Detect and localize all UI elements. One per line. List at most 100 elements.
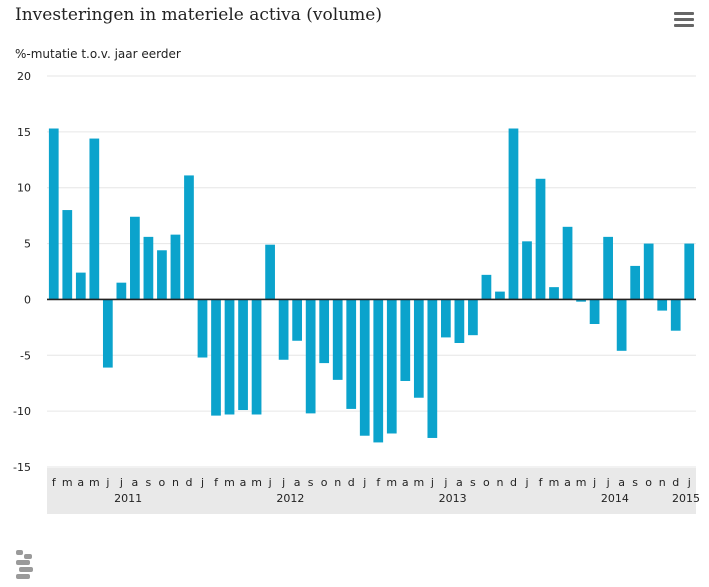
- x-year-label: 2014: [601, 492, 629, 505]
- x-tick-label: j: [592, 476, 596, 489]
- x-tick-label: d: [348, 476, 355, 489]
- bar: [292, 299, 303, 341]
- x-tick-label: n: [496, 476, 503, 489]
- bar: [508, 128, 519, 300]
- x-year-label: 2011: [114, 492, 142, 505]
- x-tick-label: m: [413, 476, 424, 489]
- bar: [251, 299, 262, 415]
- y-tick-label: -10: [13, 405, 31, 418]
- bar: [75, 272, 86, 300]
- bar: [116, 282, 127, 300]
- bar: [184, 175, 194, 300]
- bar: [630, 265, 641, 300]
- x-tick-label: s: [632, 476, 638, 489]
- x-tick-label: s: [146, 476, 152, 489]
- x-tick-label: j: [200, 476, 204, 489]
- bar: [89, 138, 100, 300]
- x-tick-label: o: [645, 476, 652, 489]
- x-tick-label: j: [687, 476, 691, 489]
- x-tick-label: a: [402, 476, 409, 489]
- x-tick-label: a: [132, 476, 139, 489]
- y-tick-label: 10: [17, 182, 31, 195]
- x-year-label: 2012: [276, 492, 304, 505]
- bar: [427, 299, 438, 438]
- x-tick-label: o: [483, 476, 490, 489]
- x-tick-label: j: [281, 476, 285, 489]
- x-tick-label: s: [470, 476, 476, 489]
- x-year-label: 2015: [672, 492, 700, 505]
- x-tick-label: m: [89, 476, 100, 489]
- x-tick-label: m: [62, 476, 73, 489]
- x-tick-label: j: [268, 476, 272, 489]
- bar: [143, 236, 154, 300]
- bar: [562, 226, 573, 300]
- x-tick-label: d: [510, 476, 517, 489]
- x-tick-label: a: [618, 476, 625, 489]
- bar: [413, 299, 424, 398]
- bar: [468, 299, 478, 336]
- bar: [102, 299, 113, 368]
- chart-title: Investeringen in materiele activa (volum…: [15, 5, 382, 25]
- bar: [400, 299, 411, 381]
- bar: [657, 299, 668, 311]
- x-tick-label: m: [224, 476, 235, 489]
- x-tick-label: j: [105, 476, 109, 489]
- bar: [170, 234, 181, 300]
- bar: [319, 299, 330, 364]
- bar: [359, 299, 370, 436]
- bar: [603, 236, 613, 300]
- x-tick-label: a: [564, 476, 571, 489]
- x-tick-label: j: [443, 476, 447, 489]
- x-tick-label: f: [214, 476, 219, 489]
- bar: [535, 178, 546, 300]
- x-tick-label: d: [185, 476, 192, 489]
- x-tick-label: n: [659, 476, 666, 489]
- bar: [670, 299, 681, 331]
- bar: [643, 243, 654, 300]
- y-tick-label: 15: [17, 126, 31, 139]
- x-tick-label: o: [321, 476, 328, 489]
- y-tick-label: -5: [20, 349, 31, 362]
- x-year-label: 2013: [439, 492, 467, 505]
- bar: [62, 210, 73, 300]
- bar: [522, 241, 532, 300]
- bar: [549, 287, 559, 300]
- x-tick-label: a: [240, 476, 247, 489]
- y-axis-label: %-mutatie t.o.v. jaar eerder: [15, 47, 181, 61]
- x-tick-label: a: [456, 476, 463, 489]
- bar: [332, 299, 343, 380]
- x-tick-label: m: [576, 476, 587, 489]
- bar: [130, 216, 140, 300]
- bar: [576, 299, 586, 302]
- x-tick-label: m: [251, 476, 262, 489]
- bar: [157, 250, 167, 300]
- cbs-logo-icon: [16, 550, 33, 579]
- bar: [454, 299, 465, 343]
- x-tick-label: j: [430, 476, 434, 489]
- x-tick-label: j: [524, 476, 528, 489]
- bar: [481, 274, 492, 300]
- bar: [440, 299, 451, 338]
- x-tick-label: f: [539, 476, 544, 489]
- bar: [589, 299, 600, 325]
- bar: [48, 128, 59, 300]
- bar: [495, 291, 505, 300]
- x-tick-label: m: [549, 476, 560, 489]
- x-tick-label: a: [77, 476, 84, 489]
- x-tick-label: j: [606, 476, 610, 489]
- bar: [211, 299, 221, 416]
- bar: [224, 299, 235, 415]
- x-tick-label: f: [52, 476, 57, 489]
- x-tick-label: f: [376, 476, 381, 489]
- x-axis-band: [47, 468, 696, 514]
- y-tick-label: 0: [24, 293, 31, 306]
- bar: [265, 244, 275, 300]
- bar: [386, 299, 397, 434]
- y-tick-label: -15: [13, 461, 31, 474]
- bar: [346, 299, 357, 409]
- hamburger-menu-icon[interactable]: [674, 12, 694, 28]
- bar: [684, 243, 695, 300]
- x-tick-label: j: [119, 476, 123, 489]
- x-tick-label: n: [172, 476, 179, 489]
